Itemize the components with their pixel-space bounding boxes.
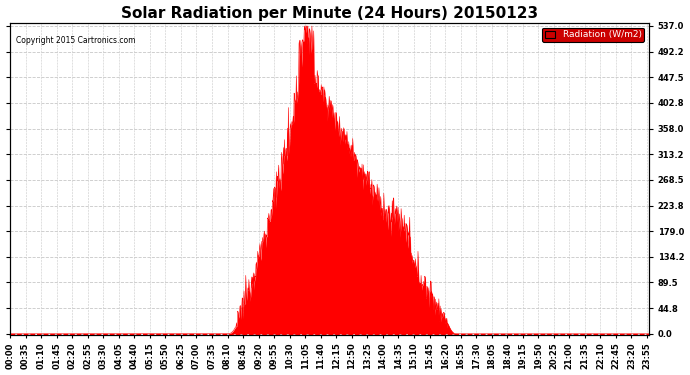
Text: Copyright 2015 Cartronics.com: Copyright 2015 Cartronics.com bbox=[17, 36, 136, 45]
Title: Solar Radiation per Minute (24 Hours) 20150123: Solar Radiation per Minute (24 Hours) 20… bbox=[121, 6, 538, 21]
Legend: Radiation (W/m2): Radiation (W/m2) bbox=[542, 28, 644, 42]
